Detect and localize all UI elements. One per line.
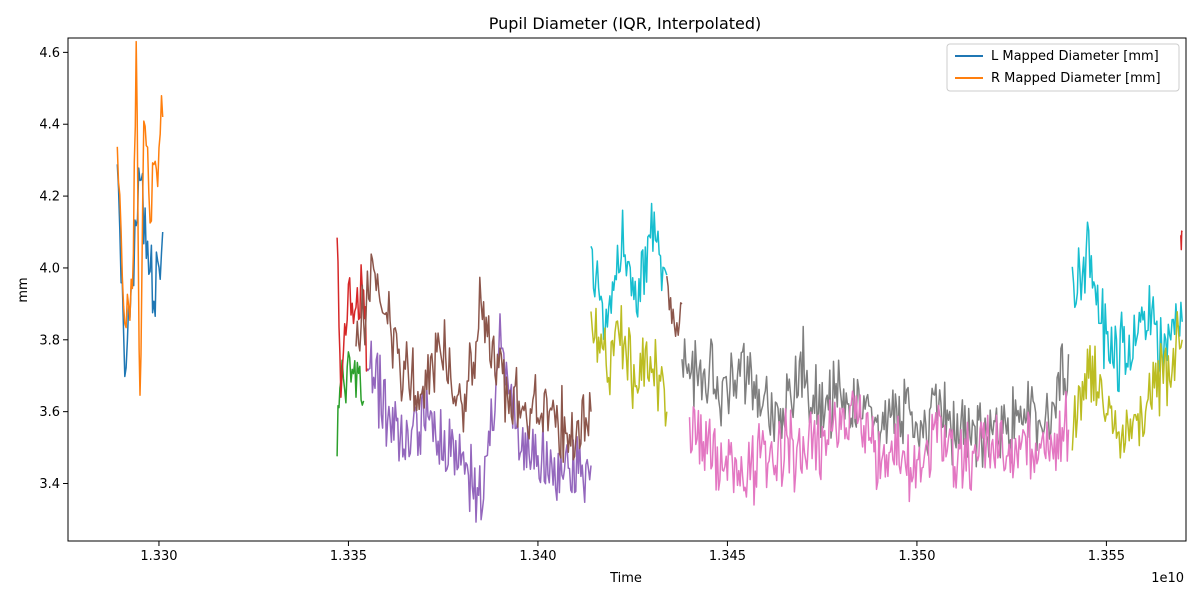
series-line-9 — [681, 325, 1070, 468]
legend-label-r: R Mapped Diameter [mm] — [991, 71, 1161, 86]
series-line-10 — [688, 390, 1070, 506]
series-line-11 — [1071, 221, 1183, 393]
x-axis: 1.330 1.335 1.340 1.345 1.350 1.355 — [140, 541, 1125, 564]
y-axis-label: mm — [16, 277, 31, 302]
x-tick-label: 1.335 — [330, 549, 367, 564]
legend: L Mapped Diameter [mm] R Mapped Diameter… — [946, 43, 1180, 92]
legend-box — [946, 43, 1180, 92]
series-line-4 — [366, 313, 592, 523]
series-layer — [116, 40, 1183, 523]
x-tick-label: 1.340 — [519, 549, 556, 564]
series-line-l-mapped-diameter — [116, 164, 164, 378]
series-line-13 — [1180, 230, 1183, 251]
x-axis-offset-label: 1e10 — [1151, 571, 1184, 586]
y-tick-label: 3.8 — [39, 333, 60, 348]
series-line-8 — [666, 276, 683, 338]
y-tick-label: 3.4 — [39, 477, 60, 492]
y-tick-label: 4.6 — [39, 46, 60, 61]
y-axis: 3.4 3.6 3.8 4.0 4.2 4.4 4.6 — [39, 46, 68, 492]
x-tick-label: 1.350 — [898, 549, 935, 564]
x-axis-label: Time — [609, 571, 642, 586]
plot-area — [67, 37, 1187, 542]
x-tick-label: 1.345 — [709, 549, 746, 564]
chart-title: Pupil Diameter (IQR, Interpolated) — [489, 14, 762, 33]
x-tick-label: 1.330 — [140, 549, 177, 564]
series-line-r-mapped-diameter — [116, 40, 164, 396]
x-tick-label: 1.355 — [1088, 549, 1125, 564]
y-tick-label: 4.2 — [39, 190, 60, 205]
plot-frame — [67, 37, 1187, 542]
legend-label-l: L Mapped Diameter [mm] — [991, 49, 1159, 64]
series-line-7 — [590, 305, 668, 427]
y-tick-label: 4.0 — [39, 261, 60, 276]
series-line-5 — [355, 253, 592, 463]
y-tick-label: 3.6 — [39, 405, 60, 420]
series-line-12 — [1071, 310, 1183, 459]
y-tick-label: 4.4 — [39, 118, 60, 133]
